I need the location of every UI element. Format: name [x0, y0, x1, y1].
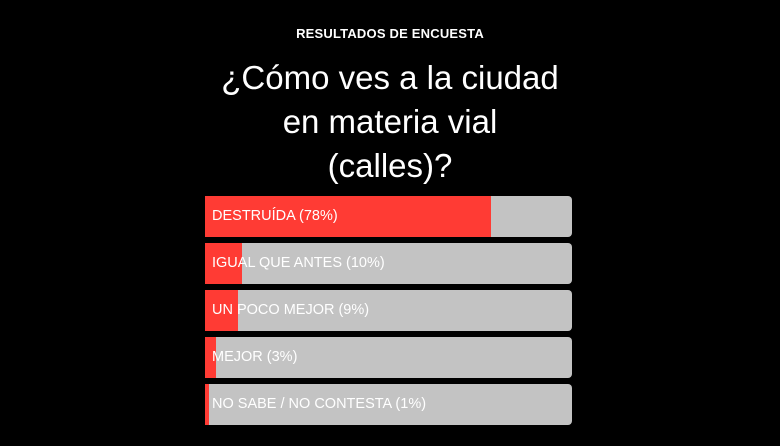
poll-option-no-sabe-no-contesta: NO SABE / NO CONTESTA (1%) [205, 384, 572, 425]
poll-option-label-no-sabe-no-contesta: NO SABE / NO CONTESTA (1%) [212, 396, 427, 412]
poll-option-label-un-poco-mejor: UN POCO MEJOR (9%) [212, 302, 370, 318]
poll-option-label-mejor: MEJOR (3%) [212, 349, 298, 365]
poll-option-un-poco-mejor: UN POCO MEJOR (9%) [205, 290, 572, 331]
poll-bar-mejor [205, 337, 216, 378]
poll-bar-igual-que-antes [205, 243, 242, 284]
poll-bar-un-poco-mejor [205, 290, 239, 331]
poll-question-line-1: ¿Cómo ves a la ciudad [221, 59, 559, 96]
poll-option-label-destruida: DESTRUÍDA (78%) [212, 208, 338, 224]
poll-question: ¿Cómo ves a la ciudad en materia vial (c… [140, 56, 640, 188]
survey-results-eyebrow: RESULTADOS DE ENCUESTA [296, 26, 484, 41]
poll-results-chart: DESTRUÍDA (78%) IGUAL QUE ANTES (10%) UN… [205, 196, 572, 431]
poll-option-igual-que-antes: IGUAL QUE ANTES (10%) [205, 243, 572, 284]
poll-option-mejor: MEJOR (3%) [205, 337, 572, 378]
poll-bar-no-sabe-no-contesta [205, 384, 209, 425]
poll-bar-destruida [205, 196, 492, 237]
poll-option-destruida: DESTRUÍDA (78%) [205, 196, 572, 237]
poll-question-line-2: en materia vial [282, 103, 498, 140]
poll-question-line-3: (calles)? [327, 147, 453, 184]
poll-option-label-igual-que-antes: IGUAL QUE ANTES (10%) [212, 255, 385, 271]
